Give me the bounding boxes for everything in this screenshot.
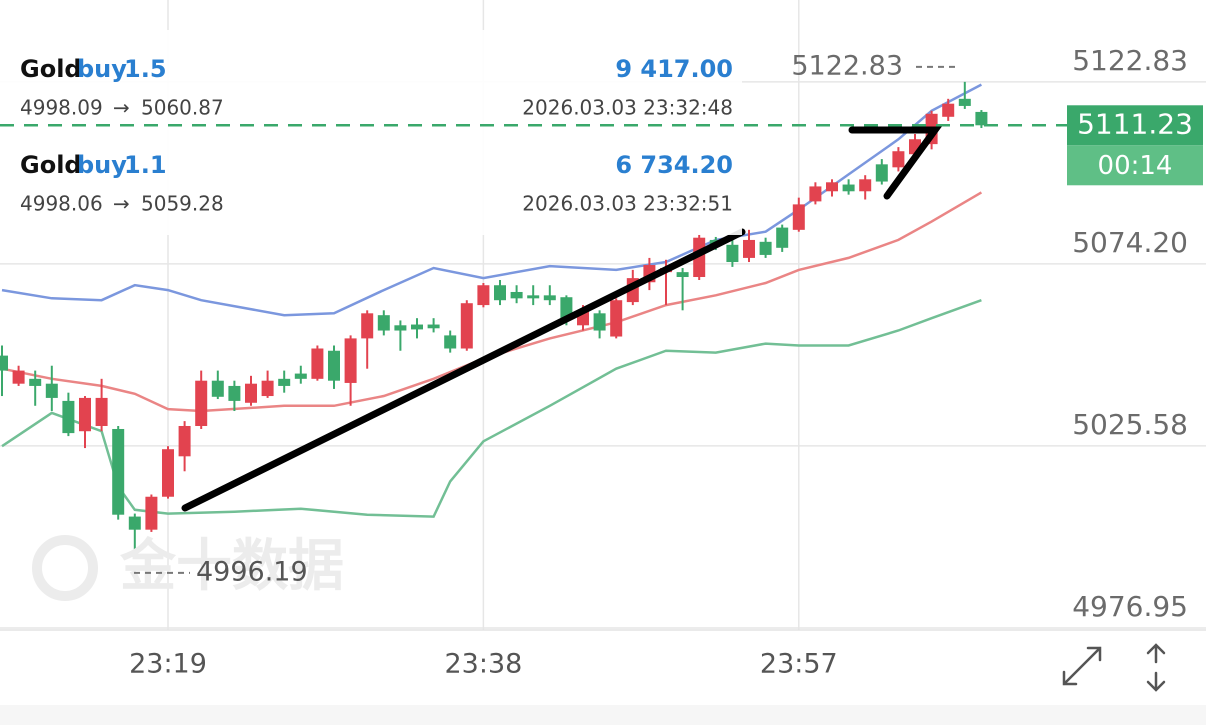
candle-body	[527, 295, 540, 299]
order-lots: 1.1	[124, 151, 167, 179]
order-open-price: 4998.06	[20, 192, 103, 216]
order-side: buy	[77, 55, 127, 83]
candle-body	[79, 397, 91, 432]
candle-body	[261, 380, 274, 397]
expand-icon[interactable]	[1062, 646, 1102, 686]
watermark-logo	[32, 535, 98, 601]
watermark-text: 金十数据	[119, 534, 344, 599]
band-line	[1, 299, 982, 518]
order-time: 2026.03.03 23:32:51	[522, 192, 733, 216]
candle-body	[444, 335, 457, 349]
candle-body	[328, 350, 340, 381]
candle-body	[195, 380, 208, 426]
order-open-price: 4998.09	[20, 96, 103, 120]
candle-body	[859, 179, 872, 192]
order-close-price: 5059.28	[141, 192, 224, 216]
candle-body	[311, 348, 324, 379]
order-symbol: Gold	[20, 151, 82, 179]
candle-body	[0, 355, 8, 371]
candle-body	[12, 370, 25, 384]
candle-body	[560, 297, 573, 319]
candle-body	[460, 303, 473, 349]
candle-body	[228, 385, 241, 401]
candle-body	[394, 325, 407, 331]
candle-body	[494, 285, 506, 301]
y-tick-label: 4976.95	[1072, 590, 1188, 623]
candle-body	[842, 184, 855, 192]
y-tick-label: 5122.83	[1072, 44, 1188, 77]
candle-body	[411, 324, 423, 330]
arrow-line	[181, 228, 746, 512]
candle-body	[29, 378, 42, 386]
high-marker-label: 5122.83	[791, 50, 903, 81]
candle-body	[477, 285, 490, 306]
candle-body	[62, 400, 75, 434]
order-time: 2026.03.03 23:32:48	[522, 96, 733, 120]
scale-arrows[interactable]	[1146, 643, 1166, 692]
candle-body	[510, 291, 523, 299]
candle-body	[975, 111, 988, 126]
order-symbol: Gold	[20, 55, 82, 83]
y-tick-label: 5074.20	[1072, 226, 1188, 259]
order-profit: 9 417.00	[615, 55, 733, 83]
candle-body	[809, 186, 822, 202]
order-lots: 1.5	[124, 55, 167, 83]
current-price-label: 5111.23	[1077, 107, 1193, 140]
candle-body	[245, 383, 257, 403]
candle-body	[593, 313, 606, 331]
order-side: buy	[77, 151, 127, 179]
candle-body	[958, 98, 971, 106]
x-tick-label: 23:19	[129, 649, 207, 680]
candle-body	[377, 315, 390, 331]
countdown-label: 00:14	[1098, 151, 1173, 181]
candle-body	[892, 151, 905, 168]
y-tick-label: 5025.58	[1072, 408, 1188, 441]
order-close-price: 5060.87	[141, 96, 224, 120]
watermark: 金十数据	[32, 534, 344, 601]
candle-body	[211, 380, 224, 397]
candle-body	[759, 241, 772, 255]
candle-body	[294, 373, 307, 379]
candle-body	[543, 295, 556, 301]
candle-body	[361, 313, 374, 339]
candle-body	[278, 378, 291, 386]
order-arrow: →	[113, 96, 130, 120]
bottom-strip	[0, 705, 1206, 725]
x-tick-label: 23:57	[760, 649, 838, 680]
candle-body	[112, 428, 125, 515]
expand-arrows[interactable]	[1062, 646, 1102, 686]
scale-icon[interactable]	[1146, 643, 1166, 692]
overlay: 4976.95 5025.58 5074.20 5122.83 23:19 23:38 23…	[0, 44, 1203, 680]
candle-body	[942, 103, 955, 117]
candle-body	[344, 338, 357, 383]
panel-bg	[0, 30, 742, 235]
candle-body	[693, 237, 706, 278]
candle-body	[826, 182, 838, 192]
candle-body	[676, 272, 689, 278]
order-arrow: →	[113, 192, 130, 216]
order-profit: 6 734.20	[615, 151, 733, 179]
low-marker-label: 4996.19	[196, 556, 308, 587]
drawn-arrow	[181, 126, 942, 512]
candle-body	[128, 516, 141, 530]
candle-body	[776, 227, 789, 248]
x-tick-label: 23:38	[444, 649, 522, 680]
arrow-head	[848, 126, 942, 200]
candle-body	[95, 397, 108, 426]
candle-body	[875, 164, 888, 182]
candle-body	[145, 496, 158, 530]
candle-body	[178, 425, 191, 457]
countdown-box	[1067, 145, 1203, 186]
candle-body	[610, 300, 623, 337]
candle-body	[45, 383, 58, 398]
current-price-box	[1067, 105, 1203, 146]
candle-body	[792, 204, 805, 230]
candle-body	[427, 324, 440, 329]
candle-body	[743, 239, 755, 258]
candle-body	[162, 449, 174, 497]
candle-body	[726, 244, 739, 263]
